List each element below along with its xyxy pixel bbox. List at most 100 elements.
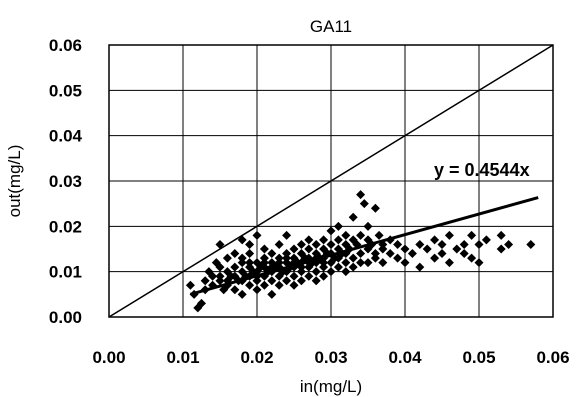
- data-point: [374, 230, 384, 240]
- data-point: [185, 280, 195, 290]
- data-point: [252, 285, 262, 295]
- data-point: [274, 280, 284, 290]
- chart-title: GA11: [310, 17, 352, 36]
- data-point: [341, 230, 351, 240]
- data-point: [245, 280, 255, 290]
- data-point: [319, 262, 329, 272]
- data-point: [326, 267, 336, 277]
- x-tick-label: 0.06: [536, 348, 569, 367]
- data-point: [348, 253, 358, 263]
- data-point: [311, 267, 321, 277]
- trendline: [189, 196, 539, 296]
- data-point: [282, 253, 292, 263]
- data-point: [237, 253, 247, 263]
- data-point: [222, 253, 232, 263]
- data-point: [526, 239, 536, 249]
- x-axis-title: in(mg/L): [300, 377, 362, 396]
- data-point: [356, 249, 366, 259]
- data-point: [444, 258, 454, 268]
- data-point: [237, 235, 247, 245]
- data-point: [407, 249, 417, 259]
- data-point: [259, 262, 269, 272]
- data-point: [333, 221, 343, 231]
- data-point: [415, 262, 425, 272]
- data-point: [467, 230, 477, 240]
- data-point: [370, 249, 380, 259]
- data-point: [385, 249, 395, 259]
- data-point: [267, 276, 277, 286]
- trendline-equation: y = 0.4544x: [434, 160, 530, 180]
- data-point: [267, 249, 277, 259]
- data-point: [230, 249, 240, 259]
- data-point: [252, 276, 262, 286]
- data-point: [282, 276, 292, 286]
- data-point: [333, 253, 343, 263]
- data-point: [459, 249, 469, 259]
- data-point: [274, 239, 284, 249]
- data-point: [267, 262, 277, 272]
- y-tick-label: 0.04: [49, 127, 83, 146]
- y-tick-labels: 0.00 0.01 0.02 0.03 0.04 0.05 0.06: [49, 36, 83, 327]
- x-tick-label: 0.00: [92, 348, 125, 367]
- data-point: [237, 258, 247, 268]
- data-point: [215, 239, 225, 249]
- data-point: [370, 203, 380, 213]
- data-point: [378, 258, 388, 268]
- data-point: [370, 253, 380, 263]
- data-point: [230, 271, 240, 281]
- data-point: [259, 253, 269, 263]
- data-point: [200, 276, 210, 286]
- data-point: [474, 258, 484, 268]
- x-tick-label: 0.04: [388, 348, 422, 367]
- data-point: [430, 235, 440, 245]
- data-point: [415, 239, 425, 249]
- data-point: [296, 239, 306, 249]
- y-tick-label: 0.06: [49, 36, 82, 55]
- reference-line-y-equals-x: [108, 44, 554, 318]
- data-point: [267, 289, 277, 299]
- data-point: [296, 267, 306, 277]
- data-point: [296, 276, 306, 286]
- data-point: [252, 230, 262, 240]
- data-point: [230, 285, 240, 295]
- data-point: [348, 212, 358, 222]
- data-point: [319, 258, 329, 268]
- y-tick-label: 0.05: [49, 81, 82, 100]
- data-point: [356, 258, 366, 268]
- data-point: [237, 289, 247, 299]
- y-tick-label: 0.00: [49, 308, 82, 327]
- data-point: [467, 253, 477, 263]
- data-point: [289, 244, 299, 254]
- x-tick-label: 0.03: [314, 348, 347, 367]
- data-point: [208, 271, 218, 281]
- data-point: [496, 244, 506, 254]
- y-tick-label: 0.01: [49, 263, 82, 282]
- data-point: [289, 271, 299, 281]
- data-point: [245, 258, 255, 268]
- x-tick-label: 0.01: [166, 348, 199, 367]
- data-point: [430, 253, 440, 263]
- data-point: [437, 249, 447, 259]
- plot-frame: [108, 44, 554, 318]
- data-point: [304, 244, 314, 254]
- data-point: [245, 249, 255, 259]
- data-point: [363, 221, 373, 231]
- data-point: [304, 271, 314, 281]
- data-point: [197, 298, 206, 308]
- data-point: [259, 244, 269, 254]
- data-point: [304, 235, 314, 245]
- data-point: [378, 244, 388, 254]
- data-point: [215, 262, 225, 272]
- data-point: [393, 253, 403, 263]
- data-point: [481, 235, 491, 245]
- data-point: [274, 258, 284, 268]
- data-point: [359, 199, 369, 209]
- data-point: [259, 258, 269, 268]
- y-tick-label: 0.03: [49, 172, 82, 191]
- y-tick-label: 0.02: [49, 217, 82, 236]
- data-point: [437, 239, 447, 249]
- data-point: [496, 230, 506, 240]
- data-point: [333, 262, 343, 272]
- data-point: [282, 249, 292, 259]
